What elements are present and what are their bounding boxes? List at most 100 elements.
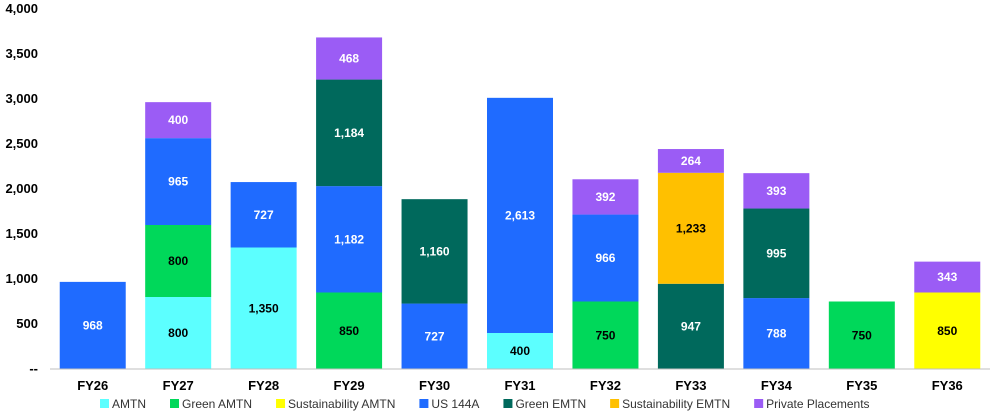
bar-segment [914, 261, 981, 293]
x-tick-label: FY35 [846, 378, 877, 393]
data-label: 850 [339, 324, 359, 338]
x-tick-label: FY27 [163, 378, 194, 393]
y-axis: -- 500 1,000 1,500 2,000 2,500 3,000 3,500 4,000 [5, 1, 38, 376]
bar-segment [657, 149, 724, 173]
bar-segment [145, 138, 212, 225]
bar-segment [230, 182, 297, 248]
y-tick-label: 2,500 [5, 136, 38, 151]
y-tick-label: -- [29, 361, 38, 376]
bar-segment [487, 333, 553, 369]
bar-segment [230, 247, 297, 369]
x-axis: FY26 FY27 FY28 FY29 FY30 FY31 FY32 FY33 FY34 FY35… [50, 368, 990, 393]
legend-swatch [170, 399, 179, 408]
data-label: 727 [254, 208, 274, 222]
data-label: 995 [766, 246, 786, 260]
x-tick-label: FY30 [419, 378, 450, 393]
y-tick-label: 2,000 [5, 181, 38, 196]
data-label: 264 [681, 154, 701, 168]
legend-item: Private Placements [754, 397, 870, 411]
bars [59, 37, 981, 369]
bar-segment [743, 208, 810, 299]
y-tick-label: 3,500 [5, 46, 38, 61]
bar-segment [316, 79, 383, 187]
y-tick-label: 1,500 [5, 226, 38, 241]
data-label: 393 [766, 184, 786, 198]
legend-item: AMTN [100, 397, 146, 411]
legend-label: Sustainability AMTN [288, 397, 395, 411]
bar-segment [743, 173, 810, 209]
x-tick-label: FY26 [77, 378, 108, 393]
legend-label: US 144A [431, 397, 479, 411]
legend-item: Green EMTN [503, 397, 586, 411]
data-label: 1,350 [249, 301, 279, 315]
y-tick-label: 500 [16, 316, 38, 331]
legend-swatch [503, 399, 513, 408]
data-label: 343 [937, 270, 957, 284]
data-label: 400 [168, 113, 188, 127]
bar-segment [657, 172, 724, 284]
x-tick-label: FY32 [590, 378, 621, 393]
data-label: 1,160 [420, 244, 450, 258]
bar-segment [572, 179, 639, 215]
x-tick-label: FY33 [675, 378, 706, 393]
x-tick-label: FY29 [334, 378, 365, 393]
x-tick-label: FY28 [248, 378, 279, 393]
bar-segment [828, 301, 895, 369]
x-tick-label: FY31 [504, 378, 535, 393]
data-label: 947 [681, 319, 701, 333]
legend-label: Green AMTN [182, 397, 252, 411]
legend-item: Sustainability EMTN [610, 397, 730, 411]
bar-segment [743, 298, 810, 369]
bar-segment [657, 283, 724, 369]
legend-item: Green AMTN [170, 397, 252, 411]
bar-segment [487, 97, 553, 333]
data-label: 1,233 [676, 221, 706, 235]
data-label: 800 [168, 326, 188, 340]
data-label: 750 [852, 328, 872, 342]
data-label: 800 [168, 254, 188, 268]
bar-segment [145, 225, 212, 297]
legend-label: AMTN [112, 397, 146, 411]
legend-swatch [276, 399, 286, 408]
legend-item: Sustainability AMTN [276, 397, 395, 411]
legend: AMTN Green AMTN Sustainability AMTN US 144A… [100, 397, 870, 411]
bar-segment [316, 292, 383, 369]
data-label: 392 [595, 190, 615, 204]
bar-segment [145, 102, 212, 139]
bar-segment [572, 301, 639, 369]
data-label: 968 [83, 318, 103, 332]
bar-segment [914, 292, 981, 369]
data-label: 850 [937, 324, 957, 338]
bar-segment [316, 37, 383, 80]
legend-label: Green EMTN [515, 397, 586, 411]
data-label: 788 [766, 327, 786, 341]
bar-segment [401, 303, 468, 369]
legend-swatch [610, 399, 620, 408]
data-labels: 800 1,350 400 800 850 750 750 850 947 968 965 727 1,… [83, 52, 958, 359]
data-label: 750 [595, 328, 615, 342]
data-label: 400 [510, 344, 530, 358]
y-tick-label: 1,000 [5, 271, 38, 286]
data-label: 727 [425, 329, 445, 343]
data-label: 965 [168, 175, 188, 189]
data-label: 2,613 [505, 208, 535, 222]
x-tick-label: FY34 [761, 378, 793, 393]
data-label: 468 [339, 52, 359, 66]
data-label: 966 [595, 251, 615, 265]
legend-label: Private Placements [766, 397, 869, 411]
data-label: 1,182 [334, 232, 364, 246]
bar-segment [572, 214, 639, 302]
legend-swatch [100, 399, 109, 408]
bar-segment [316, 186, 383, 293]
bar-segment [145, 297, 212, 369]
y-tick-label: 4,000 [5, 1, 38, 16]
legend-swatch [754, 399, 764, 408]
legend-label: Sustainability EMTN [622, 397, 730, 411]
bar-segment [401, 199, 468, 304]
x-tick-label: FY36 [932, 378, 963, 393]
data-label: 1,184 [334, 126, 364, 140]
legend-swatch [419, 399, 429, 408]
y-tick-label: 3,000 [5, 91, 38, 106]
